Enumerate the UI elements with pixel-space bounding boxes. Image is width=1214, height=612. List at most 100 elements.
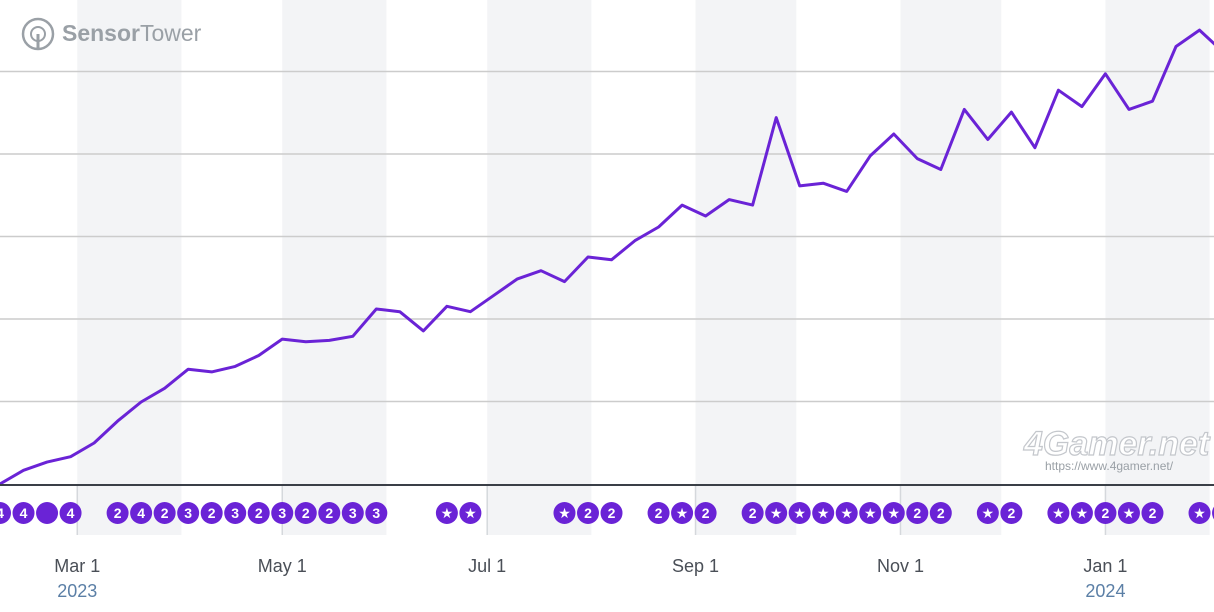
ranking-badge-label: 2 [937, 505, 945, 521]
ranking-badge-label: 2 [655, 505, 663, 521]
month-band [77, 0, 182, 535]
ranking-badge-label: ★ [441, 505, 454, 521]
ranking-badge-label: 3 [278, 505, 286, 521]
ranking-badge-circle [224, 502, 247, 524]
ranking-badge-label: ★ [793, 505, 806, 521]
month-band [695, 0, 797, 535]
x-axis-labels: Mar 1 May 1 Jul 1 Sep 1 Nov 1 Jan 1 2023 2024 [54, 556, 1127, 601]
ranking-badge-label: ★ [982, 505, 995, 521]
x-tick-label: Nov 1 [877, 556, 924, 576]
ranking-badge-label: ★ [1076, 505, 1089, 521]
ranking-badge-circle [741, 502, 764, 524]
ranking-badge-label: 4 [137, 505, 145, 521]
ranking-badge-label: 2 [1007, 505, 1015, 521]
ranking-badge-label: 3 [372, 505, 380, 521]
ranking-badge: ★ [1047, 502, 1070, 524]
ranking-badge: 2 [741, 502, 764, 524]
ranking-badge-circle [929, 502, 952, 524]
ranking-badge-circle [600, 502, 623, 524]
watermark-site: 4Gamer.net [1023, 425, 1211, 463]
ranking-badge-circle [294, 502, 317, 524]
ranking-badge: ★ [812, 502, 835, 524]
ranking-badge-label: 2 [255, 505, 263, 521]
ranking-badge-circle [1094, 502, 1117, 524]
month-band [900, 0, 1002, 535]
ranking-badge-circle [59, 502, 82, 524]
ranking-badge-circle [812, 502, 835, 524]
ranking-badge-label: 3 [349, 505, 357, 521]
ranking-badge-label: 4 [0, 505, 4, 521]
ranking-badge-label: ★ [1052, 505, 1065, 521]
ranking-badge: ★ [976, 502, 999, 524]
ranking-badge-circle [36, 502, 59, 524]
ranking-badge: 2 [577, 502, 599, 524]
ranking-badge: 3 [224, 502, 247, 524]
ranking-badge-label: 2 [1149, 505, 1157, 521]
ranking-badge-circle [859, 502, 882, 524]
ranking-badge-label: 2 [302, 505, 310, 521]
ranking-badge: ★ [765, 502, 788, 524]
ranking-badge: 2 [106, 502, 129, 524]
ranking-badge-circle [1141, 502, 1164, 524]
ranking-badge-circle [435, 502, 458, 524]
ranking-badge: 2 [694, 502, 717, 524]
ranking-badge-label: ★ [676, 505, 689, 521]
ranking-badge-circle [976, 502, 999, 524]
ranking-badge-label: 4 [67, 505, 75, 521]
ranking-badge-circle [341, 502, 364, 524]
ranking-badge: ★ [788, 502, 811, 524]
ranking-badge-label: 2 [1102, 505, 1110, 521]
ranking-badge-circle [1047, 502, 1070, 524]
ranking-badge-circle [788, 502, 811, 524]
ranking-badge-label: 2 [114, 505, 122, 521]
ranking-badge-circle [130, 502, 153, 524]
ranking-badge: 4 [12, 502, 35, 524]
ranking-badge: ★ [553, 502, 576, 524]
ranking-badge-label: ★ [464, 505, 477, 521]
ranking-badge: ★ [1070, 502, 1093, 524]
ranking-badge-circle [647, 502, 670, 524]
ranking-badge-circle [1070, 502, 1093, 524]
ranking-badge: ★ [671, 502, 694, 524]
ranking-badge-circle [365, 502, 388, 524]
year-label: 2024 [1085, 581, 1125, 601]
ranking-badge-label: ★ [558, 505, 571, 521]
gridlines [0, 70, 1214, 403]
ranking-badge: 2 [294, 502, 317, 524]
month-band [282, 0, 387, 535]
ranking-badge-circle [318, 502, 341, 524]
ranking-badge-label: ★ [1123, 505, 1136, 521]
logo-brand-2: Tower [140, 20, 202, 46]
ranking-badge: 2 [318, 502, 341, 524]
ranking-badge: 4 [59, 502, 82, 524]
ranking-badge-circle [835, 502, 858, 524]
x-tick-label: May 1 [258, 556, 307, 576]
ranking-badge-label: 2 [608, 505, 616, 521]
ranking-badge: 4 [130, 502, 153, 524]
ranking-badge: 2 [200, 502, 223, 524]
ranking-badge-label: ★ [817, 505, 830, 521]
ranking-badge-circle [1000, 502, 1023, 524]
ranking-badge: 2 [600, 502, 623, 524]
x-tick-label: Jan 1 [1083, 556, 1127, 576]
watermark-url: https://www.4gamer.net/ [1045, 459, 1174, 473]
ranking-badge-label: ★ [770, 505, 783, 521]
year-label: 2023 [57, 581, 97, 601]
ranking-badge-circle [153, 502, 176, 524]
ranking-badge-circle [1188, 502, 1211, 524]
ranking-badge: ★ [459, 502, 482, 524]
ranking-badge-label: ★ [864, 505, 877, 521]
sensor-tower-logo: SensorTower [21, 17, 202, 51]
ranking-badge: 2 [1141, 502, 1164, 524]
ranking-badge: 3 [271, 502, 294, 524]
month-bands [77, 0, 1210, 535]
ranking-badge: ★ [1188, 502, 1211, 524]
ranking-badge: 2 [929, 502, 952, 524]
ranking-badge: 2 [247, 502, 270, 524]
ranking-badge-label: 2 [749, 505, 757, 521]
ranking-badge-label: ★ [887, 505, 900, 521]
ranking-badge: 2 [1094, 502, 1117, 524]
ranking-badge-circle [694, 502, 717, 524]
